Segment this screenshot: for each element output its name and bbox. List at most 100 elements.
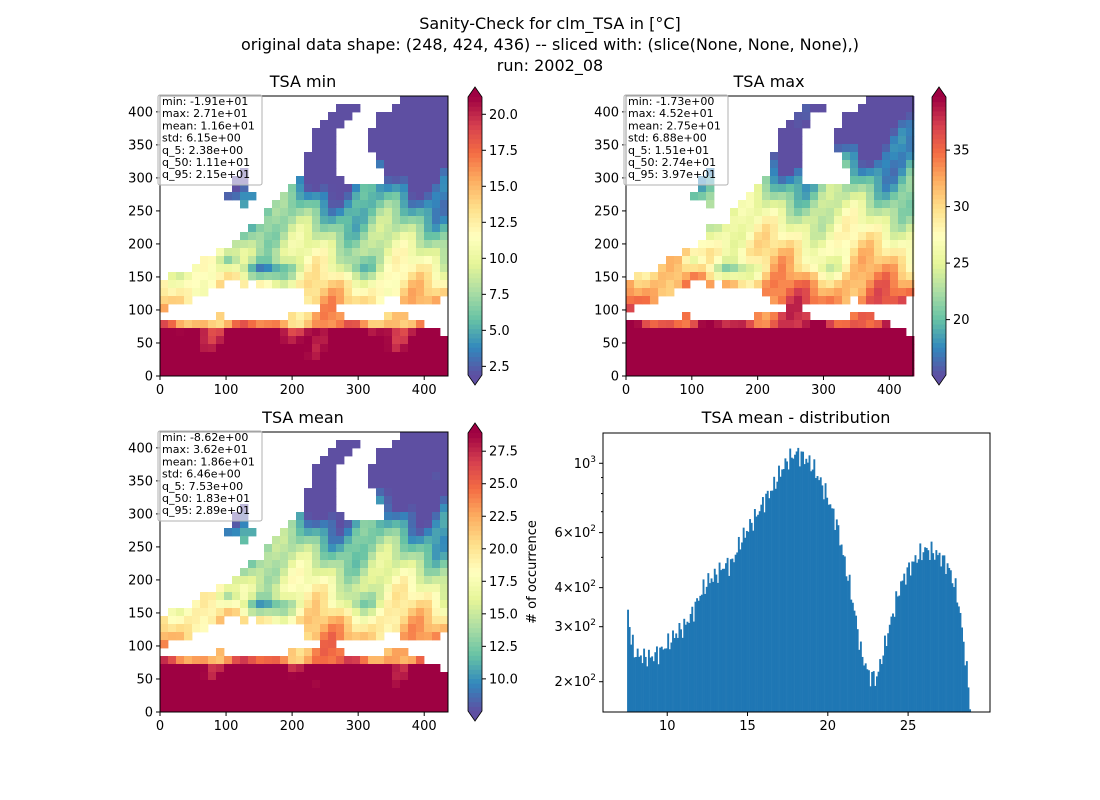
map-cell (304, 224, 313, 233)
map-cell (416, 568, 425, 577)
map-cell (280, 208, 289, 217)
stats-line: q_95: 3.97e+01 (628, 168, 716, 181)
map-cell (770, 176, 779, 185)
map-cell (224, 344, 233, 353)
map-cell (376, 248, 385, 257)
map-cell (842, 200, 851, 209)
map-cell (216, 656, 225, 665)
map-cell (376, 584, 385, 593)
map-cell (272, 656, 281, 665)
map-cell (850, 184, 859, 193)
histogram-bar (932, 553, 935, 712)
map-cell (376, 520, 385, 529)
map-cell (392, 704, 401, 713)
map-cell (834, 240, 843, 249)
colorbar-segment (932, 147, 946, 154)
map-cell (336, 592, 345, 601)
map-cell (224, 336, 233, 345)
map-cell (352, 368, 361, 377)
map-cell (762, 192, 771, 201)
map-cell (368, 256, 377, 265)
map-cell (802, 256, 811, 265)
map-cell (296, 664, 305, 673)
map-cell (440, 448, 449, 457)
map-cell (874, 112, 883, 121)
map-cell (416, 296, 425, 305)
histogram-bar (729, 559, 732, 712)
map-cell (272, 216, 281, 225)
map-cell (376, 496, 385, 505)
map-cell (432, 288, 441, 297)
map-cell (658, 272, 667, 281)
map-cell (304, 216, 313, 225)
map-cell (666, 368, 675, 377)
colorbar-segment (932, 180, 946, 186)
map-cell (424, 344, 433, 353)
colorbar-segment (468, 488, 482, 494)
map-cell (304, 528, 313, 537)
map-cell (690, 264, 699, 273)
map-cell (240, 664, 249, 673)
map-cell (192, 688, 201, 697)
map-cell (400, 616, 409, 625)
x-tick-label: 400 (877, 383, 902, 398)
histogram-bar (797, 447, 800, 712)
map-cell (280, 584, 289, 593)
map-cell (328, 352, 337, 361)
map-cell (850, 176, 859, 185)
map-cell (240, 696, 249, 705)
map-cell (674, 272, 683, 281)
map-cell (400, 520, 409, 529)
map-cell (288, 360, 297, 369)
map-cell (376, 344, 385, 353)
map-cell (304, 664, 313, 673)
map-cell (224, 368, 233, 377)
map-cell (376, 216, 385, 225)
map-cell (272, 224, 281, 233)
x-tick-label: 400 (412, 383, 437, 398)
histogram-bar (755, 516, 758, 712)
map-cell (192, 336, 201, 345)
map-cell (424, 224, 433, 233)
map-cell (264, 544, 273, 553)
map-cell (360, 320, 369, 329)
map-cell (834, 280, 843, 289)
map-cell (264, 208, 273, 217)
map-cell (826, 200, 835, 209)
map-cell (328, 304, 337, 313)
map-cell (882, 200, 891, 209)
map-cell (352, 240, 361, 249)
map-cell (312, 216, 321, 225)
map-cell (906, 272, 915, 281)
map-cell (416, 704, 425, 713)
map-cell (424, 352, 433, 361)
map-cell (176, 360, 185, 369)
histogram-bar (712, 581, 715, 712)
map-cell (866, 112, 875, 121)
map-cell (698, 328, 707, 337)
map-cell (280, 200, 289, 209)
map-cell (658, 352, 667, 361)
map-cell (384, 664, 393, 673)
map-cell (778, 208, 787, 217)
x-tick-label: 0 (156, 719, 164, 734)
map-cell (184, 344, 193, 353)
map-cell (320, 520, 329, 529)
map-cell (368, 624, 377, 633)
map-cell (296, 360, 305, 369)
map-cell (288, 280, 297, 289)
map-cell (192, 288, 201, 297)
map-cell (408, 560, 417, 569)
map-cell (722, 352, 731, 361)
map-cell (906, 288, 915, 297)
map-cell (256, 608, 265, 617)
map-cell (328, 344, 337, 353)
map-cell (240, 528, 249, 537)
map-cell (304, 344, 313, 353)
histogram-bar (768, 498, 771, 712)
map-cell (416, 96, 425, 105)
map-cell (168, 360, 177, 369)
histogram-bar (684, 624, 687, 712)
colorbar-segment (468, 516, 482, 522)
map-cell (344, 696, 353, 705)
